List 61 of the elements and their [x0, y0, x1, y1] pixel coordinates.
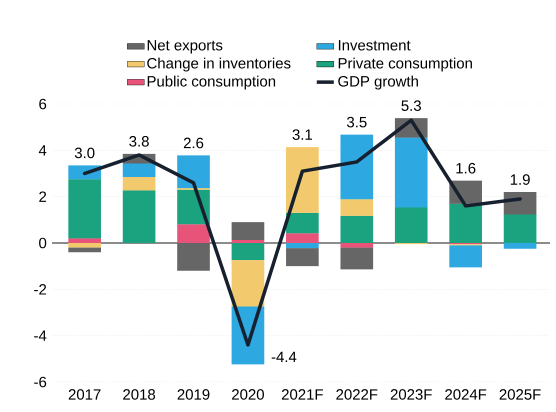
- data-label: 5.3: [401, 100, 421, 111]
- bar: [122, 190, 156, 244]
- bar: [232, 222, 264, 240]
- bar: [286, 243, 319, 248]
- x-tick-label: 2018: [123, 389, 156, 400]
- data-label: 3.8: [129, 136, 149, 147]
- legend-label: Private consumption: [338, 58, 472, 72]
- bar: [232, 260, 264, 306]
- x-tick-label: 2017: [68, 389, 101, 400]
- bar: [68, 248, 101, 252]
- legend-label: GDP growth: [338, 76, 418, 90]
- x-tick-label: 2023F: [390, 389, 432, 400]
- bar: [286, 212, 319, 234]
- bar: [286, 248, 319, 266]
- data-label: -4.4: [272, 352, 296, 362]
- bar: [340, 216, 374, 244]
- data-label: 3.0: [74, 148, 94, 158]
- bar: [340, 199, 374, 216]
- x-tick-label: 2024F: [445, 389, 486, 400]
- bar: [449, 204, 482, 244]
- y-tick-label: 0: [39, 238, 46, 248]
- bar: [177, 224, 210, 244]
- bar: [394, 208, 428, 244]
- bar: [286, 233, 319, 244]
- bar: [340, 243, 374, 248]
- bar: [286, 147, 319, 213]
- data-label: 1.9: [510, 174, 530, 185]
- legend-label: Investment: [338, 40, 411, 50]
- bar: [122, 164, 156, 177]
- data-label: 3.1: [292, 129, 312, 140]
- legend-label: Net exports: [148, 40, 222, 54]
- bar: [504, 243, 536, 249]
- legend-label: Public consumption: [148, 76, 276, 90]
- x-tick-label: 2020: [232, 389, 264, 400]
- bar: [232, 240, 264, 244]
- y-tick-label: 4: [38, 145, 46, 156]
- y-tick-label: -4: [34, 330, 46, 341]
- bar: [340, 248, 374, 270]
- bar: [68, 179, 101, 238]
- y-tick-label: -2: [34, 284, 46, 295]
- bar: [177, 155, 210, 188]
- x-tick-label: 2019: [178, 389, 210, 400]
- data-label: 3.5: [346, 116, 367, 128]
- bar: [68, 238, 101, 244]
- bar: [394, 138, 428, 208]
- data-label: 1.6: [456, 162, 476, 174]
- bar: [340, 134, 374, 200]
- x-tick-label: 2025F: [500, 389, 541, 400]
- y-tick-label: -6: [34, 376, 46, 388]
- y-tick-label: 2: [39, 191, 46, 202]
- y-tick-label: 6: [39, 98, 46, 110]
- data-label: 2.6: [184, 138, 204, 148]
- legend-label: Change in inventories: [147, 58, 290, 72]
- bar: [504, 214, 536, 244]
- bar: [232, 243, 264, 260]
- bar: [449, 245, 482, 268]
- bar: [68, 243, 101, 248]
- x-tick-label: 2021F: [282, 389, 323, 400]
- bar: [504, 192, 536, 215]
- x-tick-label: 2022F: [336, 389, 378, 400]
- bar: [122, 176, 156, 190]
